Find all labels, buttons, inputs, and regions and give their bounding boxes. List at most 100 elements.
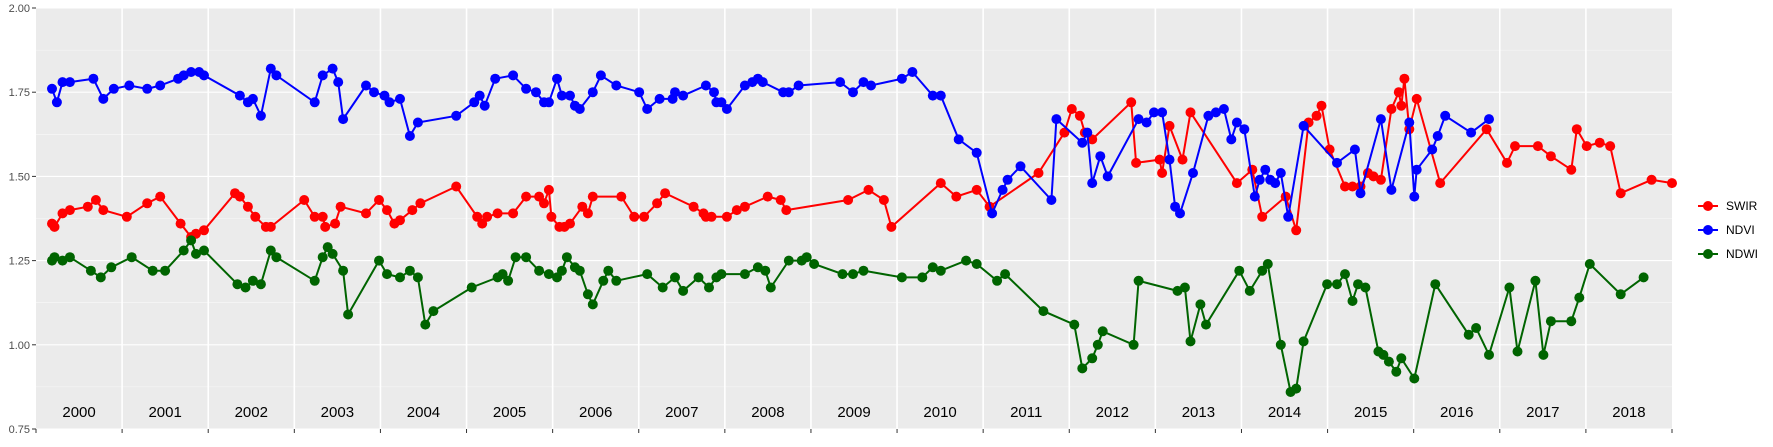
data-point-swir — [98, 205, 109, 216]
data-point-swir — [1386, 104, 1397, 114]
data-point-ndwi — [1584, 259, 1595, 269]
data-point-swir — [539, 198, 549, 209]
data-point-swir — [1481, 124, 1492, 135]
data-point-ndvi — [265, 63, 276, 74]
data-point-ndwi — [611, 275, 622, 286]
data-point-ndwi — [343, 309, 354, 320]
data-point-swir — [64, 205, 75, 216]
data-point-ndwi — [1244, 285, 1255, 296]
data-point-ndwi — [404, 265, 415, 276]
data-point-ndwi — [1234, 265, 1245, 276]
series-ndwi — [47, 235, 1649, 397]
year-label: 2004 — [407, 404, 440, 421]
data-point-ndwi — [240, 282, 251, 293]
data-point-swir — [652, 198, 663, 209]
data-point-ndvi — [1404, 117, 1415, 128]
data-point-swir — [299, 195, 310, 205]
data-point-ndvi — [247, 93, 258, 104]
data-point-ndvi — [474, 90, 485, 101]
data-point-swir — [971, 184, 982, 195]
data-point-ndvi — [361, 80, 371, 91]
data-point-ndwi — [801, 252, 812, 263]
data-point-ndwi — [147, 265, 158, 276]
data-point-swir — [330, 218, 341, 229]
data-point-swir — [1605, 141, 1616, 152]
data-point-ndwi — [1298, 336, 1309, 347]
data-point-ndvi — [1432, 131, 1443, 141]
legend-label-ndwi: NDWI — [1726, 247, 1758, 261]
y-axis: 0.75 1.00 1.25 1.50 1.75 2.00 — [9, 3, 1673, 436]
data-point-swir — [543, 184, 554, 195]
data-point-swir — [199, 225, 209, 236]
data-point-ndvi — [793, 80, 804, 91]
data-point-swir — [1532, 141, 1543, 152]
data-point-swir — [320, 221, 331, 232]
data-point-swir — [1033, 168, 1044, 178]
data-point-swir — [639, 211, 650, 222]
data-point-ndvi — [927, 90, 938, 101]
data-point-ndwi — [374, 255, 384, 266]
data-point-ndvi — [327, 63, 338, 74]
data-point-ndwi — [1201, 319, 1211, 330]
data-point-ndvi — [333, 77, 344, 88]
data-point-swir — [242, 201, 253, 212]
data-point-ndwi — [657, 282, 668, 293]
data-point-swir — [382, 205, 392, 216]
data-point-swir — [1291, 225, 1302, 236]
data-point-swir — [1059, 127, 1070, 138]
data-point-ndwi — [510, 252, 521, 263]
data-point-ndvi — [521, 83, 532, 94]
data-point-ndwi — [1538, 349, 1549, 360]
year-label: 2014 — [1268, 404, 1301, 421]
data-point-ndwi — [95, 272, 106, 283]
data-point-ndwi — [420, 319, 431, 330]
data-point-ndwi — [1275, 339, 1286, 350]
data-point-ndwi — [1504, 282, 1515, 293]
data-point-swir — [1185, 107, 1196, 118]
data-point-swir — [1396, 100, 1407, 111]
data-point-ndwi — [49, 252, 60, 263]
data-point-ndwi — [126, 252, 137, 263]
data-point-ndvi — [1188, 168, 1198, 178]
data-point-swir — [1615, 188, 1626, 199]
data-point-ndvi — [155, 80, 166, 91]
data-point-ndvi — [1149, 107, 1159, 118]
data-point-swir — [374, 195, 384, 205]
data-point-ndvi — [234, 90, 245, 101]
data-point-ndwi — [1087, 353, 1098, 364]
data-point-ndvi — [479, 100, 490, 111]
data-point-ndvi — [1275, 168, 1286, 178]
data-point-swir — [1510, 141, 1520, 152]
data-point-ndvi — [369, 87, 379, 98]
data-point-ndwi — [642, 269, 653, 280]
data-point-swir — [1545, 151, 1556, 162]
data-point-ndwi — [466, 282, 477, 293]
data-point-ndwi — [106, 262, 117, 273]
data-point-ndwi — [760, 265, 771, 276]
data-point-swir — [1435, 178, 1446, 189]
data-point-ndwi — [1383, 356, 1394, 367]
year-label: 2000 — [62, 404, 95, 421]
data-point-swir — [706, 211, 717, 222]
data-point-ndwi — [1391, 366, 1402, 377]
data-point-swir — [361, 208, 371, 219]
data-point-ndwi — [497, 269, 508, 280]
data-point-swir — [1074, 110, 1085, 121]
data-point-ndvi — [757, 77, 768, 88]
data-point-swir — [781, 205, 792, 216]
data-point-swir — [582, 208, 593, 219]
data-point-ndvi — [543, 97, 554, 108]
data-point-ndvi — [88, 73, 99, 84]
data-point-ndwi — [1530, 275, 1541, 286]
data-point-swir — [234, 191, 245, 202]
data-point-ndwi — [582, 289, 593, 300]
data-point-ndwi — [64, 252, 75, 263]
data-point-ndwi — [1484, 349, 1494, 360]
data-point-swir — [492, 208, 503, 219]
data-point-ndwi — [574, 265, 585, 276]
data-point-ndvi — [1411, 164, 1422, 175]
data-point-ndwi — [1291, 383, 1302, 394]
series-ndvi — [47, 63, 1494, 222]
data-point-ndvi — [987, 208, 998, 219]
